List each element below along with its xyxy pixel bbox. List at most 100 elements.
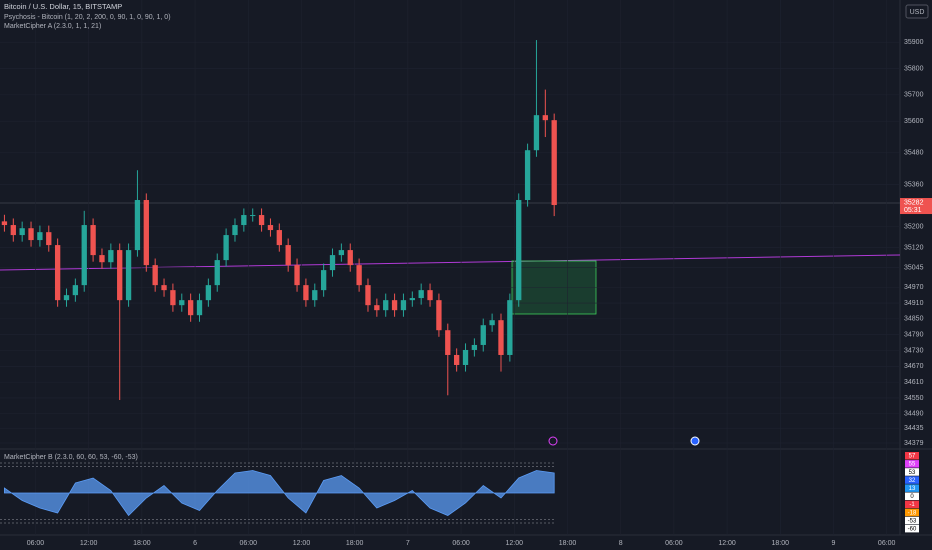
candle-body (294, 265, 300, 286)
candle-body (453, 354, 460, 365)
candle-body (551, 120, 557, 206)
y-tick-label: 35700 (904, 92, 924, 99)
candle-body (267, 225, 274, 231)
value-box (905, 492, 919, 500)
candle-body (152, 265, 158, 286)
y-tick-label: 35200 (904, 223, 924, 230)
candle-body (480, 325, 486, 345)
x-tick-label: 12:00 (293, 540, 311, 547)
x-tick-label: 18:00 (772, 540, 790, 547)
value-box (905, 516, 919, 525)
candle-body (143, 200, 149, 266)
x-tick-label: 18:00 (559, 540, 577, 547)
candle-body (28, 228, 34, 241)
candle-body (418, 290, 424, 299)
y-tick-label: 35360 (904, 181, 924, 188)
candle-body (250, 215, 256, 217)
candle-body (134, 200, 141, 251)
event-icon[interactable] (690, 436, 700, 446)
x-tick-label: 18:00 (133, 540, 151, 547)
value-box (905, 460, 919, 468)
candle-body (445, 330, 451, 355)
candle-body (507, 300, 513, 355)
x-tick-label: 18:00 (346, 540, 364, 547)
candle-body (90, 225, 96, 256)
wave-area (4, 470, 555, 517)
candle-body (81, 225, 87, 286)
x-tick-label: 8 (619, 540, 623, 547)
candle-body (205, 285, 212, 301)
currency-label[interactable]: USD (910, 9, 925, 16)
candle-body (516, 200, 522, 301)
candle-body (320, 270, 327, 291)
candle-body (471, 344, 478, 350)
candle-body (161, 285, 167, 291)
last-price-label: 35282 (904, 199, 924, 206)
candle-body (374, 305, 380, 311)
y-tick-label: 35120 (904, 245, 924, 252)
candle-body (542, 115, 548, 121)
candle-body (409, 298, 415, 301)
y-tick-label: 34970 (904, 284, 924, 291)
candle-body (196, 300, 203, 316)
y-tick-label: 34850 (904, 316, 924, 323)
y-tick-label: 35900 (904, 39, 924, 46)
candle-body (276, 230, 282, 246)
candle-body (338, 250, 345, 256)
candle-body (489, 320, 495, 326)
candle-body (72, 285, 79, 296)
y-tick-label: 34379 (904, 440, 924, 447)
candle-body (241, 215, 247, 226)
x-tick-label: 06:00 (452, 540, 470, 547)
y-tick-label: 34910 (904, 300, 924, 307)
x-tick-label: 9 (832, 540, 836, 547)
candle-body (117, 250, 123, 301)
x-tick-label: 06:00 (240, 540, 258, 547)
indicator-label: Psychosis - Bitcoin (1, 20, 2, 200, 0, 9… (4, 14, 171, 21)
value-box (905, 484, 919, 492)
candle-body (223, 235, 229, 261)
candle-body (285, 245, 291, 266)
y-tick-label: 35600 (904, 118, 924, 125)
x-tick-label: 12:00 (718, 540, 736, 547)
candle-body (462, 349, 469, 365)
value-box (905, 508, 919, 517)
candle-body (46, 232, 52, 246)
value-box-label: 32 (909, 478, 916, 484)
candle-body (383, 300, 389, 311)
x-tick-label: 12:00 (506, 540, 524, 547)
candle-body (54, 245, 61, 301)
candle-body (498, 320, 504, 355)
plot-area (0, 0, 900, 535)
candle-body (187, 300, 194, 316)
candle-body (436, 300, 442, 331)
value-box-label: -53 (908, 518, 917, 524)
currency-button[interactable] (905, 4, 929, 19)
candle-body (427, 290, 433, 301)
oscillator-title: MarketCipher B (2.3.0, 60, 60, 53, -60, … (4, 454, 138, 461)
x-tick-label: 06:00 (665, 540, 683, 547)
candle-body (329, 255, 336, 271)
y-tick-label: 35480 (904, 150, 924, 157)
y-tick-label: 34550 (904, 395, 924, 402)
candle-body (170, 290, 176, 306)
candle-body (312, 290, 318, 301)
y-tick-label: 34730 (904, 347, 924, 354)
event-icon[interactable] (548, 436, 558, 446)
y-tick-label: 34790 (904, 332, 924, 339)
value-box-label: 13 (909, 486, 916, 492)
candle-body (125, 250, 132, 301)
x-tick-label: 6 (193, 540, 197, 547)
value-box-label: -18 (908, 510, 917, 516)
candle-body (1, 221, 8, 226)
value-box (905, 476, 919, 484)
candle-body (391, 300, 398, 311)
candle-body (214, 260, 220, 286)
y-tick-label: 34610 (904, 379, 924, 386)
x-tick-label: 7 (406, 540, 410, 547)
value-box-label: 55 (909, 462, 916, 468)
value-box (905, 452, 919, 460)
candle-body (19, 228, 25, 236)
